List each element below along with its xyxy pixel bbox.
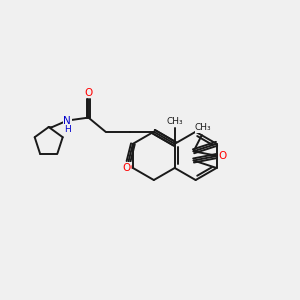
Text: CH₃: CH₃	[167, 117, 183, 126]
Text: H: H	[64, 125, 71, 134]
Text: N: N	[63, 116, 71, 126]
Text: O: O	[122, 163, 130, 173]
Text: CH₃: CH₃	[195, 123, 211, 132]
Text: O: O	[218, 151, 227, 161]
Text: O: O	[84, 88, 93, 98]
Text: O: O	[123, 163, 131, 173]
